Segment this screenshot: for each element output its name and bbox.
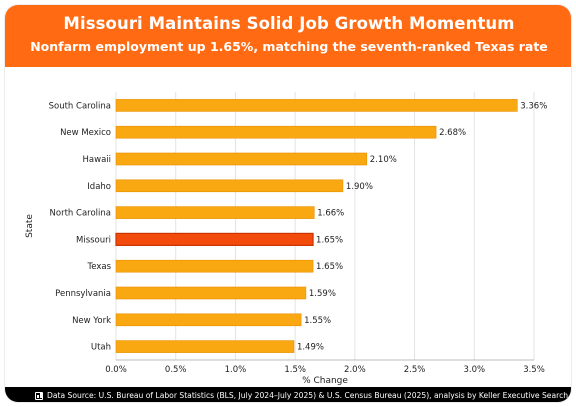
y-axis-title: State — [25, 214, 35, 238]
category-label: Missouri — [76, 235, 111, 245]
bar-pennsylvania — [115, 286, 307, 300]
chart-area: 0.0% 0.5% 1.0% 1.5% 2.0% 2.5% 3.0% 3.5% South Ca… — [5, 5, 571, 389]
chart-title: Missouri Maintains Solid Job Growth Mome… — [63, 14, 515, 33]
data-label: 1.65% — [316, 235, 343, 245]
data-source-text: Data Source: U.S. Bureau of Labor Statis… — [47, 391, 569, 400]
x-tick-label: 0.0% — [105, 365, 127, 375]
category-label: Texas — [87, 262, 112, 272]
data-label: 1.65% — [316, 262, 343, 272]
category-label: Hawaii — [83, 155, 111, 165]
category-label: New Mexico — [60, 128, 111, 138]
chart-card: Missouri Maintains Solid Job Growth Mome… — [4, 4, 572, 403]
category-label: Pennsylvania — [55, 289, 111, 299]
bar-hawaii — [115, 152, 368, 166]
chart-header: Missouri Maintains Solid Job Growth Mome… — [5, 5, 571, 67]
category-label: South Carolina — [49, 101, 111, 111]
x-axis-title: % Change — [302, 376, 348, 385]
data-label: 1.49% — [297, 343, 324, 353]
bar-chart: 0.0% 0.5% 1.0% 1.5% 2.0% 2.5% 3.0% 3.5% South Ca… — [25, 92, 547, 386]
category-label: Utah — [91, 343, 111, 353]
category-label: Idaho — [87, 182, 111, 192]
x-tick-label: 0.5% — [165, 365, 187, 375]
category-label: North Carolina — [50, 209, 111, 219]
bar-new-mexico — [115, 125, 437, 139]
data-label: 1.90% — [346, 182, 373, 192]
x-tick-label: 1.5% — [284, 365, 306, 375]
data-label: 1.66% — [317, 209, 344, 219]
x-tick-label: 1.0% — [225, 365, 247, 375]
x-tick-label: 2.0% — [344, 365, 366, 375]
bar-missouri — [115, 232, 314, 246]
bar-idaho — [115, 179, 344, 193]
data-label: 3.36% — [520, 101, 547, 111]
bar-texas — [115, 259, 314, 273]
chart-subtitle: Nonfarm employment up 1.65%, matching th… — [30, 39, 548, 54]
bar-chart-icon — [35, 391, 43, 400]
bar-utah — [115, 340, 295, 353]
x-tick-label: 2.5% — [404, 365, 426, 375]
x-tick-label: 3.0% — [463, 365, 485, 375]
bar-new-york — [115, 313, 302, 327]
data-label: 2.68% — [439, 128, 466, 138]
bar-south-carolina — [115, 99, 518, 112]
bar-north-carolina — [115, 206, 315, 219]
footer: Data Source: U.S. Bureau of Labor Statis… — [5, 387, 571, 402]
data-label: 1.55% — [304, 316, 331, 326]
category-label: New York — [72, 316, 111, 326]
data-label: 2.10% — [370, 155, 397, 165]
x-tick-label: 3.5% — [523, 365, 545, 375]
data-label: 1.59% — [309, 289, 336, 299]
